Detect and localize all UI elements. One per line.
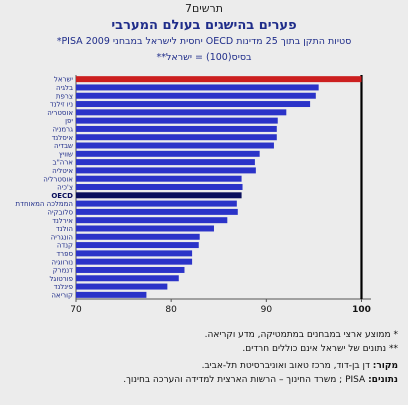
- category-label-18: הולנד: [56, 225, 73, 233]
- category-label-2: צרפת: [56, 92, 73, 100]
- category-label-11: איטליה: [52, 167, 73, 175]
- category-label-7: איסלנד: [52, 134, 74, 142]
- category-label-3: ניו זילנד: [50, 101, 73, 109]
- category-label-15: הממלכה המאוחדת: [16, 200, 73, 208]
- bar-7: [76, 134, 277, 141]
- category-label-12: אוסטרליה: [43, 175, 73, 183]
- bar-13: [76, 184, 243, 190]
- category-label-16: סלובקיה: [47, 208, 73, 216]
- figure-number: תרשים7: [185, 2, 223, 15]
- bar-26: [76, 291, 147, 298]
- category-label-0: ישראל: [54, 76, 74, 84]
- source-label: מקור:: [372, 361, 398, 371]
- bar-4: [76, 109, 287, 116]
- footnote-1: * ממוצע ארצי במבחנים במתמטיקה, מדע וקריא…: [204, 330, 398, 340]
- bar-0: [76, 76, 362, 83]
- category-label-19: הונגריה: [51, 233, 73, 241]
- notes-line: נתונים: PISA ; משרד החינוך – הרשות הארצי…: [10, 375, 398, 385]
- category-label-25: פינלנד: [54, 283, 73, 291]
- category-label-8: שבדיה: [54, 142, 73, 150]
- bar-21: [76, 250, 193, 257]
- notes-text: PISA ; משרד החינוך – הרשות הארצית למדידה…: [123, 375, 366, 385]
- category-label-23: דנמרק: [53, 267, 73, 275]
- bar-5: [76, 117, 278, 124]
- bar-24: [76, 275, 179, 282]
- category-label-10: ארה"ב: [53, 159, 74, 167]
- category-label-22: נורווגיה: [52, 258, 74, 266]
- category-label-9: שוויץ: [59, 150, 73, 158]
- x-tick-label-0: 70: [70, 305, 82, 315]
- bar-8: [76, 142, 274, 149]
- category-label-13: צ'כיה: [57, 184, 73, 192]
- category-label-14: OECD: [51, 192, 73, 200]
- chart-title: פערים בהישגים בעולם המערבי: [111, 18, 297, 33]
- category-label-24: פורטוגל: [49, 275, 73, 283]
- bar-17: [76, 217, 228, 224]
- footnote-2: ** נתונים של ישראל אינם כוללים חרדים.: [242, 344, 398, 354]
- bar-19: [76, 233, 200, 240]
- bar-22: [76, 258, 193, 265]
- category-label-4: אוסטריה: [47, 109, 73, 117]
- x-tick-label-2: 90: [261, 305, 273, 315]
- x-tick-label-1: 80: [165, 305, 177, 315]
- bar-2: [76, 92, 316, 99]
- bar-12: [76, 175, 242, 182]
- category-label-26: קוריאה: [51, 291, 73, 299]
- chart-subtitle: סטיות התקן בתוך 25 מדינות OECD יחסית ליש…: [56, 36, 352, 47]
- bar-10: [76, 159, 255, 166]
- bar-25: [76, 283, 168, 290]
- notes-label: נתונים:: [368, 375, 398, 385]
- source-line: מקור: דן בן-דוד, מרכז טאוב ואוניברסיטת ת…: [10, 361, 398, 371]
- bar-3: [76, 101, 311, 108]
- x-tick-label-3: 100: [352, 305, 371, 315]
- bar-18: [76, 225, 214, 232]
- source-text: דן בן-דוד, מרכז טאוב ואוניברסיטת תל-אביב…: [201, 361, 370, 371]
- category-label-5: יפן: [65, 117, 73, 125]
- x-axis-ticks: 70 80 90 100: [70, 299, 371, 315]
- bars: [76, 76, 362, 298]
- category-label-17: אירלנד: [52, 217, 73, 225]
- bar-15: [76, 200, 237, 207]
- category-label-20: קנדה: [57, 242, 73, 250]
- chart-baseline-note: בסיס(100) = ישראל**: [156, 52, 252, 63]
- bar-9: [76, 150, 260, 157]
- bar-23: [76, 266, 185, 273]
- bar-20: [76, 242, 199, 249]
- bar-1: [76, 84, 319, 91]
- bar-11: [76, 167, 256, 174]
- bar-14: [76, 192, 242, 199]
- category-label-1: בלגיה: [56, 84, 73, 92]
- category-label-21: ספרד: [56, 250, 73, 258]
- bar-6: [76, 125, 277, 132]
- category-label-6: גרמניה: [52, 126, 73, 134]
- bar-16: [76, 208, 238, 215]
